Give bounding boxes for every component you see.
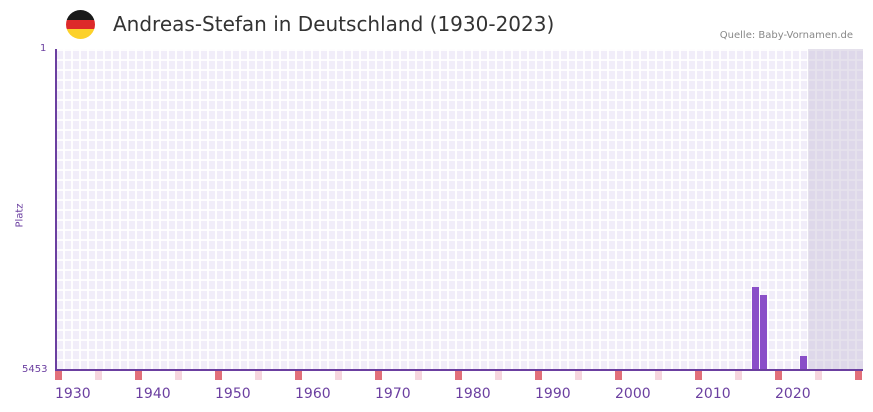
year-marker — [295, 371, 302, 380]
x-tick: 1980 — [455, 386, 491, 402]
year-marker — [215, 371, 222, 380]
year-marker — [95, 371, 102, 380]
bar-2017[interactable] — [752, 287, 759, 370]
year-marker — [135, 371, 142, 380]
bar-2023[interactable] — [800, 356, 807, 370]
x-tick: 1990 — [535, 386, 571, 402]
year-marker — [855, 371, 862, 380]
source-label: Quelle: Baby-Vornamen.de — [719, 30, 853, 41]
year-marker — [575, 371, 582, 380]
year-marker — [255, 371, 262, 380]
year-marker — [455, 371, 462, 380]
plot-area — [55, 49, 863, 370]
year-marker — [55, 371, 62, 380]
x-tick: 2020 — [775, 386, 811, 402]
year-marker — [615, 371, 622, 380]
future-region — [808, 49, 863, 370]
year-marker — [735, 371, 742, 380]
x-tick: 1970 — [375, 386, 411, 402]
year-marker — [415, 371, 422, 380]
year-marker — [775, 371, 782, 380]
year-marker — [375, 371, 382, 380]
year-marker — [815, 371, 822, 380]
bar-2018[interactable] — [760, 295, 767, 370]
y-axis-title: Platz — [14, 203, 26, 228]
year-marker — [695, 371, 702, 380]
germany-flag-icon — [66, 10, 95, 39]
x-tick: 1940 — [135, 386, 171, 402]
chart-title: Andreas-Stefan in Deutschland (1930-2023… — [113, 12, 555, 36]
year-marker — [655, 371, 662, 380]
y-axis-top-label: 1 — [40, 43, 47, 54]
x-axis — [55, 369, 863, 371]
x-tick: 1960 — [295, 386, 331, 402]
year-marker — [175, 371, 182, 380]
y-axis — [55, 49, 57, 371]
x-tick: 1930 — [55, 386, 91, 402]
x-tick: 2010 — [695, 386, 731, 402]
year-marker — [335, 371, 342, 380]
x-tick: 2000 — [615, 386, 651, 402]
y-axis-bottom-label: 5453 — [22, 364, 48, 375]
year-marker — [495, 371, 502, 380]
x-tick: 1950 — [215, 386, 251, 402]
year-marker — [535, 371, 542, 380]
